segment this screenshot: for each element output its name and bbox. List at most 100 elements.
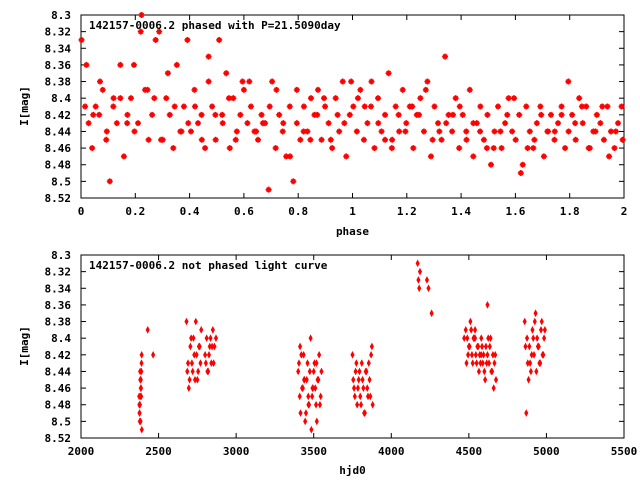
data-point — [468, 317, 473, 326]
data-point — [375, 120, 382, 127]
data-point — [138, 12, 145, 18]
data-point — [370, 400, 375, 409]
data-point — [517, 170, 524, 177]
data-point — [354, 95, 361, 102]
data-point — [477, 103, 484, 110]
data-point — [315, 86, 322, 93]
data-point — [139, 359, 144, 367]
data-point — [197, 342, 202, 351]
data-point — [583, 103, 590, 110]
data-point — [537, 103, 544, 110]
data-point — [524, 334, 530, 343]
data-point — [516, 111, 523, 118]
data-point — [476, 367, 481, 376]
y-tick-label: 8.44 — [45, 125, 72, 138]
data-point — [473, 120, 480, 127]
data-point — [320, 95, 327, 102]
data-point — [469, 350, 475, 359]
y-tick-label: 8.34 — [45, 42, 72, 55]
data-point — [357, 86, 364, 93]
data-point — [360, 375, 365, 384]
data-point — [535, 334, 540, 343]
data-point — [410, 145, 417, 152]
data-point — [269, 78, 276, 85]
y-tick-label: 8.38 — [45, 76, 72, 89]
data-point — [237, 111, 244, 118]
data-point — [417, 284, 422, 293]
data-point — [422, 86, 429, 93]
data-point — [606, 153, 613, 160]
data-point — [317, 400, 322, 409]
phased-light-curve-panel: 0 0.2 0.4 0.6 0.8 1 1.2 1.4 1.6 1.8 2 8.3 8.32 8.34 8.… — [18, 9, 627, 238]
data-point — [346, 111, 353, 118]
data-point — [600, 136, 607, 143]
data-point — [191, 86, 198, 93]
data-point — [198, 359, 203, 367]
data-point — [350, 350, 355, 359]
data-point — [536, 342, 541, 351]
chart-title: 142157-0006.2 not phased light curve — [89, 259, 328, 272]
data-point — [265, 186, 272, 193]
data-point — [151, 95, 158, 102]
data-point — [99, 86, 106, 93]
data-point — [492, 359, 497, 367]
data-point — [456, 103, 463, 110]
data-point — [534, 367, 539, 376]
data-point — [396, 128, 403, 135]
data-point — [212, 136, 219, 143]
data-point — [479, 334, 484, 343]
data-point — [120, 153, 127, 160]
data-point — [612, 128, 619, 135]
data-point — [599, 103, 606, 110]
data-point — [442, 53, 449, 60]
data-point — [293, 86, 300, 93]
data-point — [537, 359, 542, 367]
y-tick-label: 8.52 — [45, 432, 72, 445]
data-point — [307, 95, 314, 102]
data-point — [131, 128, 138, 135]
data-point — [531, 334, 536, 343]
data-point — [213, 334, 219, 343]
data-point — [509, 128, 516, 135]
data-point — [280, 120, 287, 127]
data-point — [244, 120, 251, 127]
data-point — [382, 111, 389, 118]
data-point — [409, 103, 416, 110]
data-point — [139, 425, 144, 434]
data-point — [542, 334, 547, 343]
data-point — [392, 103, 399, 110]
data-point — [565, 78, 572, 85]
data-point — [530, 145, 537, 152]
data-point — [171, 103, 178, 110]
data-point — [355, 384, 360, 392]
data-point — [475, 342, 480, 351]
y-tick-label: 8.4 — [51, 92, 71, 105]
data-point — [301, 350, 306, 359]
data-point — [310, 392, 315, 401]
data-point — [585, 145, 592, 152]
data-point — [474, 359, 479, 367]
data-point — [388, 145, 395, 152]
data-point — [97, 78, 104, 85]
data-point — [103, 128, 110, 135]
x-tick-label: 0.8 — [288, 205, 308, 218]
data-point — [424, 78, 431, 85]
data-point — [490, 145, 497, 152]
data-point — [212, 111, 219, 118]
data-point — [158, 136, 165, 143]
data-point — [139, 367, 144, 376]
data-point — [82, 103, 89, 110]
y-tick-label: 8.38 — [45, 316, 72, 329]
data-point — [300, 128, 307, 135]
y-tick-label: 8.3 — [51, 249, 71, 262]
data-point — [470, 153, 477, 160]
data-point — [166, 111, 173, 118]
x-tick-label: 2 — [621, 205, 628, 218]
y-tick-label: 8.46 — [45, 382, 72, 395]
y-axis-label: I[mag] — [18, 86, 31, 126]
data-point — [479, 342, 485, 351]
data-point — [329, 145, 336, 152]
data-point — [209, 103, 216, 110]
data-point — [219, 120, 226, 127]
